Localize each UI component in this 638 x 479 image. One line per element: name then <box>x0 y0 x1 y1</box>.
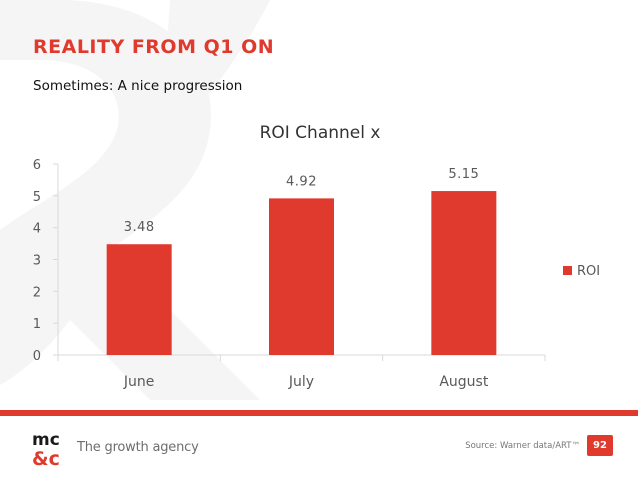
footer-tagline: The growth agency <box>77 440 199 455</box>
page-number-badge: 92 <box>587 435 613 456</box>
x-category-label: July <box>288 374 314 390</box>
slide-title: REALITY FROM Q1 ON <box>33 36 275 58</box>
mcc-logo: mc &c <box>32 430 60 468</box>
y-tick-label: 6 <box>33 158 41 173</box>
y-tick-label: 5 <box>33 190 41 205</box>
background-ampersand-watermark <box>0 0 638 400</box>
bar-june <box>106 244 172 355</box>
y-tick-label: 3 <box>33 254 41 269</box>
y-tick-label: 2 <box>33 285 41 300</box>
y-tick-label: 4 <box>33 222 41 237</box>
footer-divider <box>0 410 638 416</box>
data-label-july: 4.92 <box>286 174 317 189</box>
svg-text:&c: &c <box>32 448 60 468</box>
chart-title: ROI Channel x <box>260 123 381 143</box>
data-label-august: 5.15 <box>448 167 479 182</box>
y-tick-label: 1 <box>33 317 41 332</box>
bar-august <box>431 191 497 355</box>
legend-swatch <box>563 266 572 275</box>
roi-bar-chart: ROI Channel x 0 1 2 3 4 5 6 3.48 June 4.92 July 5.… <box>33 123 600 390</box>
legend-label-roi: ROI <box>577 264 600 279</box>
bar-july <box>269 198 334 355</box>
slide-subtitle: Sometimes: A nice progression <box>33 78 243 94</box>
y-tick-label: 0 <box>33 349 41 364</box>
svg-text:mc: mc <box>32 430 60 450</box>
x-category-label: June <box>123 374 155 390</box>
x-category-label: August <box>439 374 489 390</box>
data-label-june: 3.48 <box>124 220 155 235</box>
source-note: Source: Warner data/ART™ <box>465 441 580 451</box>
